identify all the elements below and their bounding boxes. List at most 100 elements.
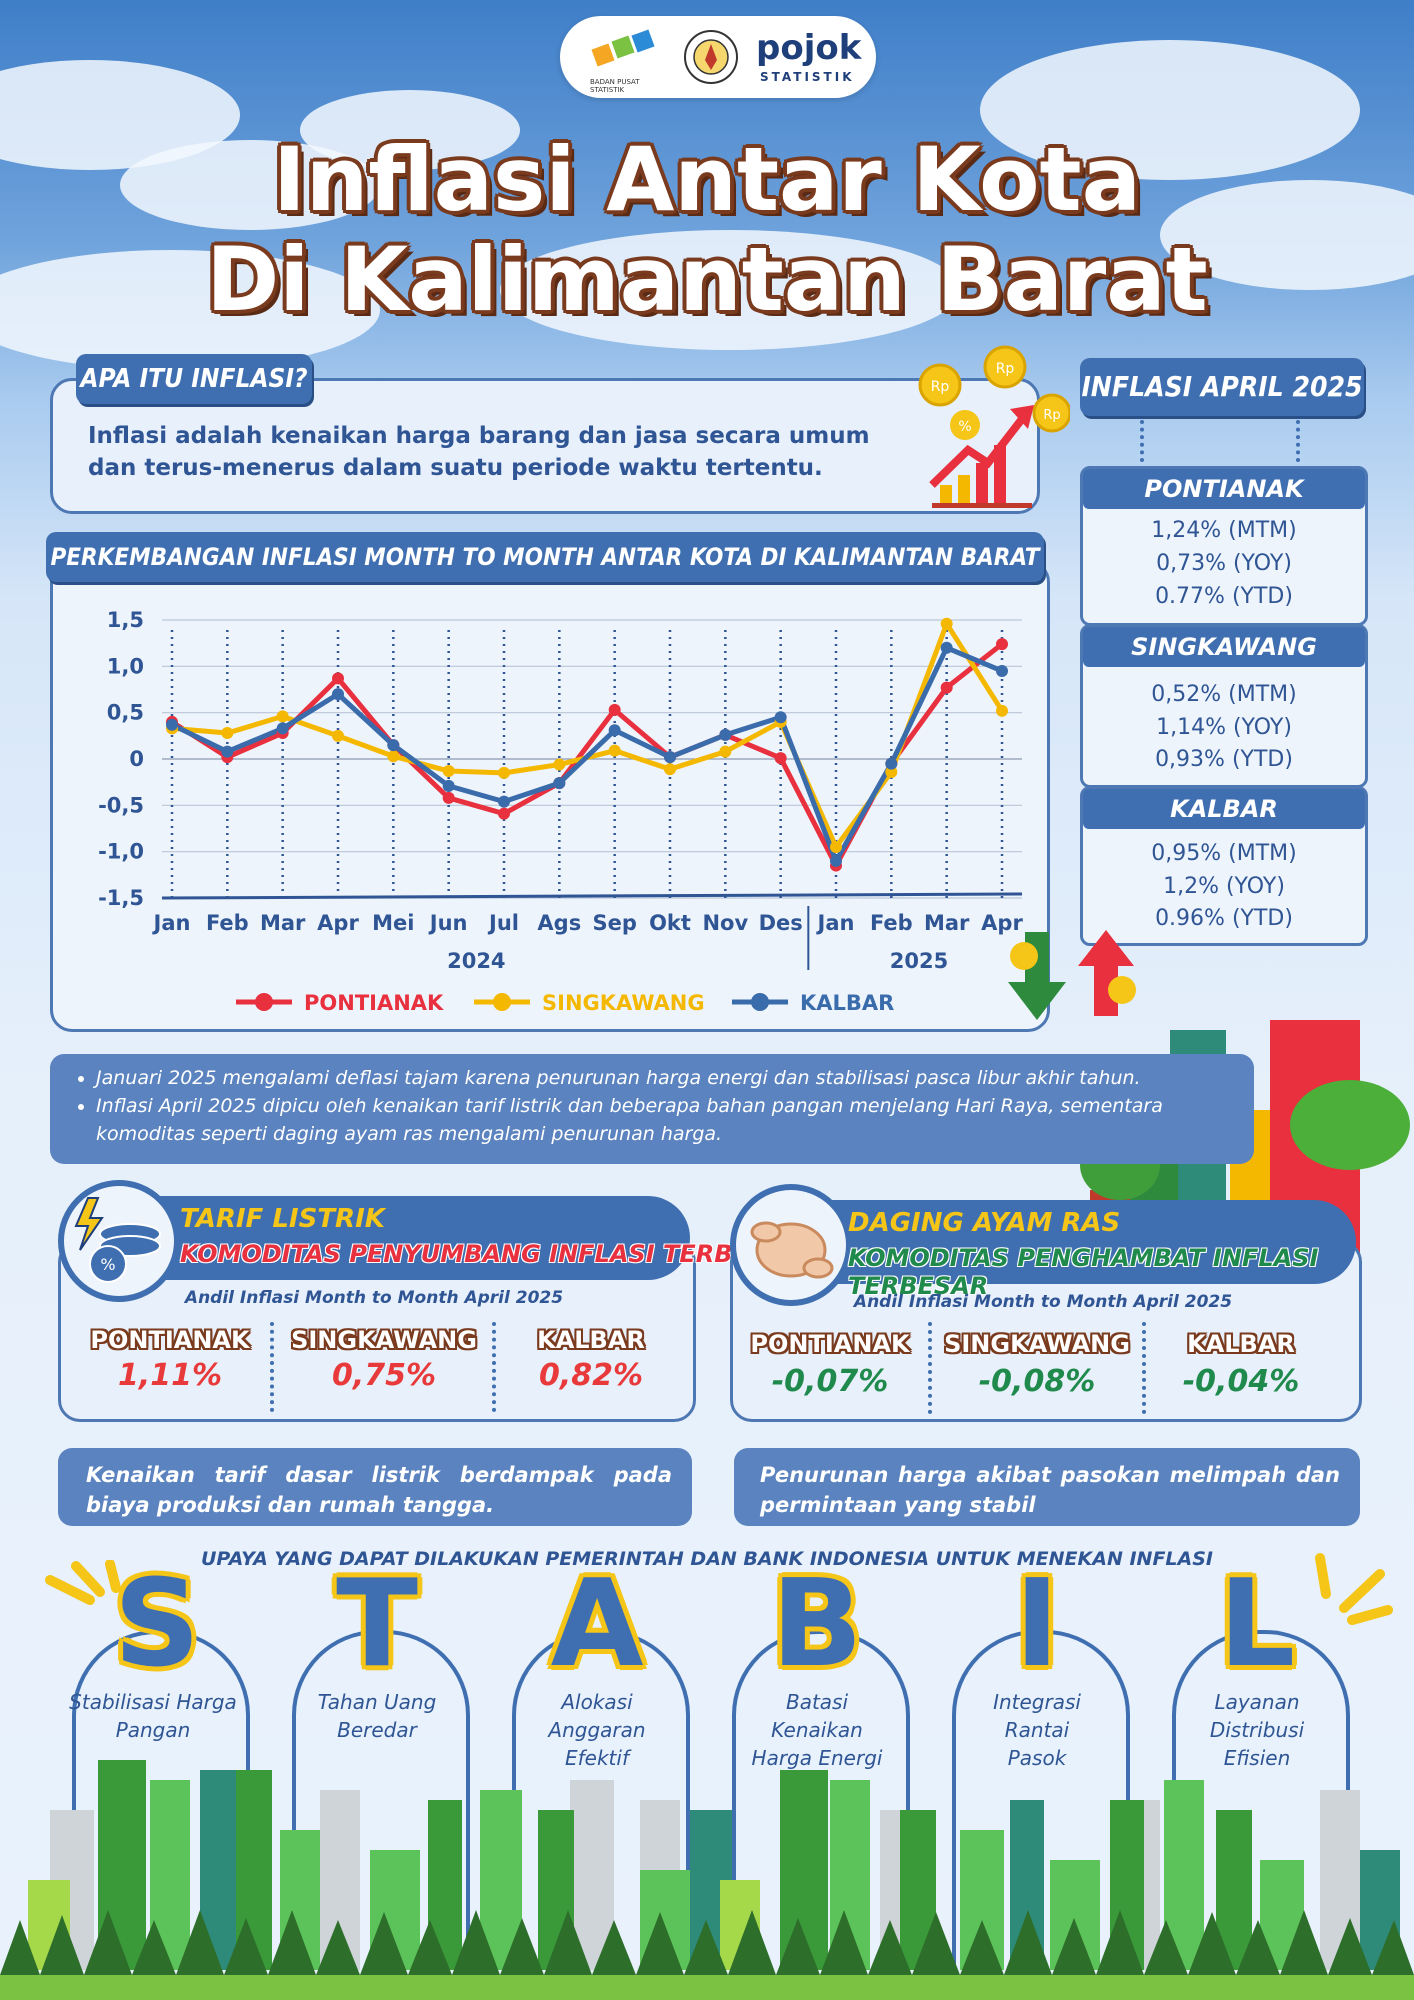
- sun-rays-left-icon: [45, 1560, 121, 1605]
- svg-text:Rp: Rp: [996, 361, 1015, 377]
- summary-city-name: KALBAR: [1083, 789, 1365, 829]
- data-point-singkawang: [442, 765, 455, 778]
- y-tick-label: 1,5: [107, 608, 144, 632]
- summary-mtm: 0,52% (MTM): [1151, 682, 1297, 707]
- contributor-subtitle: Andil Inflasi Month to Month April 2025: [184, 1288, 564, 1308]
- legend-marker: [255, 993, 273, 1011]
- data-point-singkawang: [830, 841, 842, 854]
- stabil-item-text: Tahan Uang Beredar: [317, 1690, 437, 1742]
- data-point-kalbar: [774, 711, 787, 724]
- y-tick-label: -0,5: [98, 793, 144, 817]
- divider: [928, 1322, 932, 1414]
- summary-city-name: SINGKAWANG: [1083, 627, 1365, 667]
- x-tick-label: Jan: [816, 911, 855, 935]
- chart-panel: [50, 560, 1050, 1032]
- x-tick-label: Feb: [870, 911, 913, 935]
- stabil-letter: I: [1014, 1555, 1060, 1694]
- x-tick-label: Mar: [260, 911, 306, 935]
- notes-list: Januari 2025 mengalami deflasi tajam kar…: [50, 1054, 1254, 1148]
- year-label: 2025: [890, 949, 948, 973]
- data-point-kalbar: [387, 739, 400, 752]
- stabil-letter: T: [336, 1555, 418, 1694]
- inhibitor-commodity: DAGING AYAM RAS: [848, 1208, 1121, 1238]
- sun-rays-right-icon: [1315, 1553, 1393, 1625]
- data-point-kalbar: [553, 777, 566, 790]
- definition-tag: APA ITU INFLASI?: [76, 354, 312, 404]
- inhibitor-badge: [730, 1184, 852, 1306]
- stabil-letter: S: [113, 1555, 201, 1694]
- contributor-city-name: PONTIANAK: [90, 1326, 250, 1354]
- contributor-header: [100, 1196, 690, 1280]
- legend-label: SINGKAWANG: [542, 991, 705, 1015]
- x-tick-label: Jul: [487, 911, 519, 935]
- contributor-city-name: KALBAR: [537, 1326, 645, 1354]
- cloud-decor: [300, 90, 520, 170]
- y-tick-label: 0: [129, 747, 144, 771]
- stabil-arch: [292, 1630, 470, 1964]
- data-point-pontianak: [774, 752, 787, 765]
- stabil-item-text: Stabilisasi Harga Pangan: [69, 1690, 237, 1742]
- inhibitor-city-value: -0,08%: [978, 1364, 1096, 1399]
- data-point-kalbar: [830, 854, 842, 867]
- svg-text:%: %: [958, 419, 971, 435]
- pojok-logo-text: pojok: [756, 28, 862, 68]
- data-point-singkawang: [940, 617, 953, 630]
- y-tick-label: 0,5: [107, 701, 144, 725]
- data-point-kalbar: [221, 745, 234, 758]
- connector: [1140, 420, 1148, 462]
- data-point-singkawang: [221, 727, 234, 740]
- data-point-pontianak: [498, 807, 510, 820]
- stabil-letter: L: [1218, 1555, 1296, 1694]
- x-tick-label: Feb: [206, 911, 249, 935]
- note-item: Inflasi April 2025 dipicu oleh kenaikan …: [96, 1092, 1224, 1148]
- x-tick-label: Ags: [537, 911, 581, 935]
- series-line-singkawang: [171, 621, 1005, 850]
- data-point-kalbar: [940, 641, 953, 654]
- x-tick-label: Des: [759, 911, 803, 935]
- note-item: Januari 2025 mengalami deflasi tajam kar…: [96, 1064, 1224, 1092]
- stabil-arch: [732, 1630, 910, 1964]
- x-tick-label: Apr: [317, 911, 359, 935]
- inhibitor-explanation-box: Penurunan harga akibat pasokan melimpah …: [734, 1448, 1360, 1526]
- data-point-pontianak: [442, 791, 455, 804]
- x-tick-label: Nov: [702, 911, 748, 935]
- data-point-singkawang: [387, 750, 400, 763]
- svg-text:Rp: Rp: [931, 379, 950, 395]
- data-point-kalbar: [719, 728, 732, 741]
- svg-text:%: %: [100, 1255, 115, 1274]
- up-down-arrows-icon: [1008, 930, 1136, 1020]
- inhibitor-city-name: SINGKAWANG: [944, 1330, 1130, 1358]
- inhibitor-role: KOMODITAS PENGHAMBAT INFLASI TERBESAR: [848, 1244, 1319, 1300]
- contributor-badge: %: [58, 1180, 180, 1302]
- bps-logo-icon: [591, 29, 655, 67]
- data-point-singkawang: [276, 710, 289, 723]
- data-point-singkawang: [885, 765, 898, 778]
- stabil-item-text: Layanan Distribusi Efisien: [1209, 1690, 1305, 1770]
- contributor-city-value: 0,75%: [331, 1358, 437, 1393]
- contributor-explanation-box: Kenaikan tarif dasar listrik berdampak p…: [58, 1448, 692, 1526]
- definition-text: Inflasi adalah kenaikan harga barang dan…: [88, 423, 870, 481]
- x-tick-label: Apr: [981, 911, 1023, 935]
- stabil-item-text: Integrasi Rantai Pasok: [993, 1690, 1081, 1770]
- inhibitor-subtitle: Andil Inflasi Month to Month April 2025: [853, 1292, 1233, 1312]
- stabil-letter: A: [550, 1555, 644, 1694]
- summary-card-kalbar: KALBAR 0,95% (MTM) 1,2% (YOY) 0.96% (YTD…: [1080, 786, 1368, 946]
- contributor-explanation: Kenaikan tarif dasar listrik berdampak p…: [86, 1463, 672, 1517]
- stabil-letter: B: [771, 1555, 863, 1694]
- legend-marker: [493, 993, 511, 1011]
- summary-mtm: 0,95% (MTM): [1151, 841, 1297, 866]
- series-line-kalbar: [170, 645, 1003, 864]
- y-tick-label: 1,0: [107, 654, 144, 678]
- data-point-singkawang: [664, 763, 676, 776]
- data-point-kalbar: [166, 718, 178, 731]
- year-label: 2024: [447, 949, 505, 973]
- connector: [1296, 420, 1304, 462]
- contributor-role: KOMODITAS PENYUMBANG INFLASI TERBESAR: [180, 1240, 804, 1268]
- cloud-decor: [500, 230, 960, 350]
- data-point-pontianak: [996, 638, 1008, 651]
- summary-ytd: 0.77% (YTD): [1155, 584, 1293, 609]
- inhibitor-city-name: PONTIANAK: [750, 1330, 910, 1358]
- data-point-kalbar: [332, 688, 344, 701]
- chart-title: PERKEMBANGAN INFLASI MONTH TO MONTH ANTA…: [46, 532, 1044, 582]
